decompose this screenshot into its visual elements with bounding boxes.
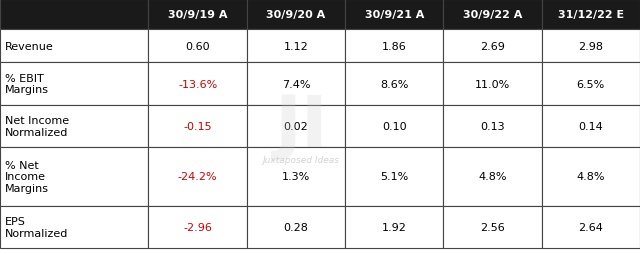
- Bar: [247, 148, 345, 206]
- Text: % Net
Income
Margins: % Net Income Margins: [5, 160, 49, 193]
- Bar: [0, 148, 148, 206]
- Bar: [247, 206, 345, 248]
- Text: % EBIT
Margins: % EBIT Margins: [5, 74, 49, 95]
- Text: 4.8%: 4.8%: [478, 172, 507, 182]
- Bar: [247, 30, 345, 63]
- Text: Revenue: Revenue: [5, 42, 54, 52]
- Bar: [444, 30, 541, 63]
- Bar: [0, 0, 148, 30]
- Bar: [444, 206, 541, 248]
- Text: -24.2%: -24.2%: [178, 172, 218, 182]
- Bar: [541, 105, 640, 148]
- Bar: [247, 0, 345, 30]
- Text: 0.60: 0.60: [186, 42, 210, 52]
- Bar: [0, 105, 148, 148]
- Bar: [0, 206, 148, 248]
- Bar: [444, 105, 541, 148]
- Bar: [148, 105, 247, 148]
- Text: 2.69: 2.69: [480, 42, 505, 52]
- Text: 7.4%: 7.4%: [282, 79, 310, 89]
- Bar: [345, 206, 444, 248]
- Bar: [345, 63, 444, 105]
- Text: JI: JI: [274, 93, 328, 161]
- Bar: [345, 105, 444, 148]
- Text: 1.12: 1.12: [284, 42, 308, 52]
- Text: 8.6%: 8.6%: [380, 79, 408, 89]
- Text: 2.56: 2.56: [480, 222, 505, 232]
- Text: 0.13: 0.13: [480, 121, 505, 132]
- Text: 1.92: 1.92: [382, 222, 406, 232]
- Text: 31/12/22 E: 31/12/22 E: [558, 10, 624, 20]
- Bar: [444, 148, 541, 206]
- Text: 0.28: 0.28: [284, 222, 308, 232]
- Text: 0.10: 0.10: [382, 121, 406, 132]
- Text: 30/9/21 A: 30/9/21 A: [365, 10, 424, 20]
- Bar: [541, 206, 640, 248]
- Bar: [345, 0, 444, 30]
- Bar: [148, 0, 247, 30]
- Bar: [541, 0, 640, 30]
- Text: 0.02: 0.02: [284, 121, 308, 132]
- Text: 6.5%: 6.5%: [577, 79, 605, 89]
- Bar: [148, 148, 247, 206]
- Text: 5.1%: 5.1%: [380, 172, 408, 182]
- Bar: [541, 148, 640, 206]
- Text: 2.98: 2.98: [579, 42, 604, 52]
- Text: -2.96: -2.96: [183, 222, 212, 232]
- Text: EPS
Normalized: EPS Normalized: [5, 216, 68, 238]
- Text: 30/9/22 A: 30/9/22 A: [463, 10, 522, 20]
- Bar: [541, 30, 640, 63]
- Bar: [148, 30, 247, 63]
- Text: 1.3%: 1.3%: [282, 172, 310, 182]
- Text: 2.64: 2.64: [579, 222, 604, 232]
- Bar: [345, 30, 444, 63]
- Bar: [444, 0, 541, 30]
- Bar: [541, 63, 640, 105]
- Text: 11.0%: 11.0%: [475, 79, 510, 89]
- Bar: [247, 105, 345, 148]
- Text: 0.14: 0.14: [579, 121, 604, 132]
- Text: 30/9/19 A: 30/9/19 A: [168, 10, 227, 20]
- Bar: [345, 148, 444, 206]
- Bar: [247, 63, 345, 105]
- Text: 4.8%: 4.8%: [577, 172, 605, 182]
- Bar: [148, 63, 247, 105]
- Text: -13.6%: -13.6%: [178, 79, 217, 89]
- Text: -0.15: -0.15: [183, 121, 212, 132]
- Text: 30/9/20 A: 30/9/20 A: [266, 10, 326, 20]
- Bar: [0, 63, 148, 105]
- Text: Juxtaposed Ideas: Juxtaposed Ideas: [262, 155, 339, 165]
- Text: Net Income
Normalized: Net Income Normalized: [5, 116, 69, 137]
- Bar: [148, 206, 247, 248]
- Bar: [0, 30, 148, 63]
- Bar: [444, 63, 541, 105]
- Text: 1.86: 1.86: [382, 42, 406, 52]
